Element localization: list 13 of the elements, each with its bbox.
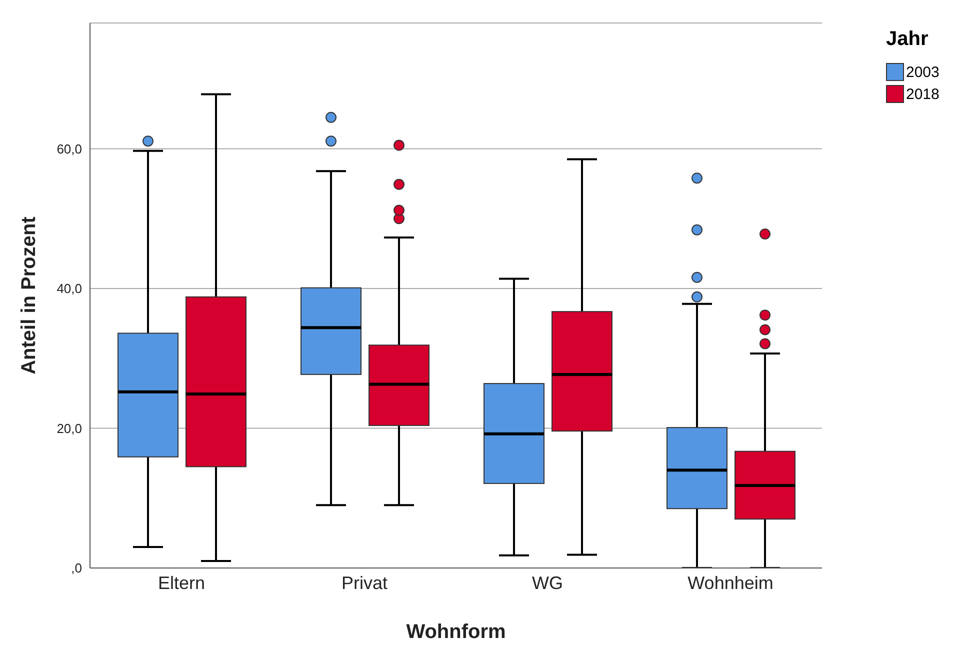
y-axis-title: Anteil in Prozent — [18, 216, 40, 374]
x-axis-title: Wohnform — [406, 621, 506, 643]
legend-label: 2003 — [906, 64, 940, 80]
legend-title: Jahr — [886, 28, 930, 51]
y-tick-label: 40,0 — [56, 281, 82, 296]
x-tick-label: Wohnheim — [688, 572, 774, 593]
x-tick-label: WG — [532, 572, 563, 593]
y-tick-label: 60,0 — [56, 141, 82, 156]
y-tick-label: ,0 — [71, 560, 82, 576]
x-tick-label: Privat — [341, 572, 388, 593]
y-tick-label: 20,0 — [56, 420, 82, 436]
x-tick-label: Eltern — [158, 572, 206, 593]
legend-label: 2018 — [906, 86, 940, 102]
